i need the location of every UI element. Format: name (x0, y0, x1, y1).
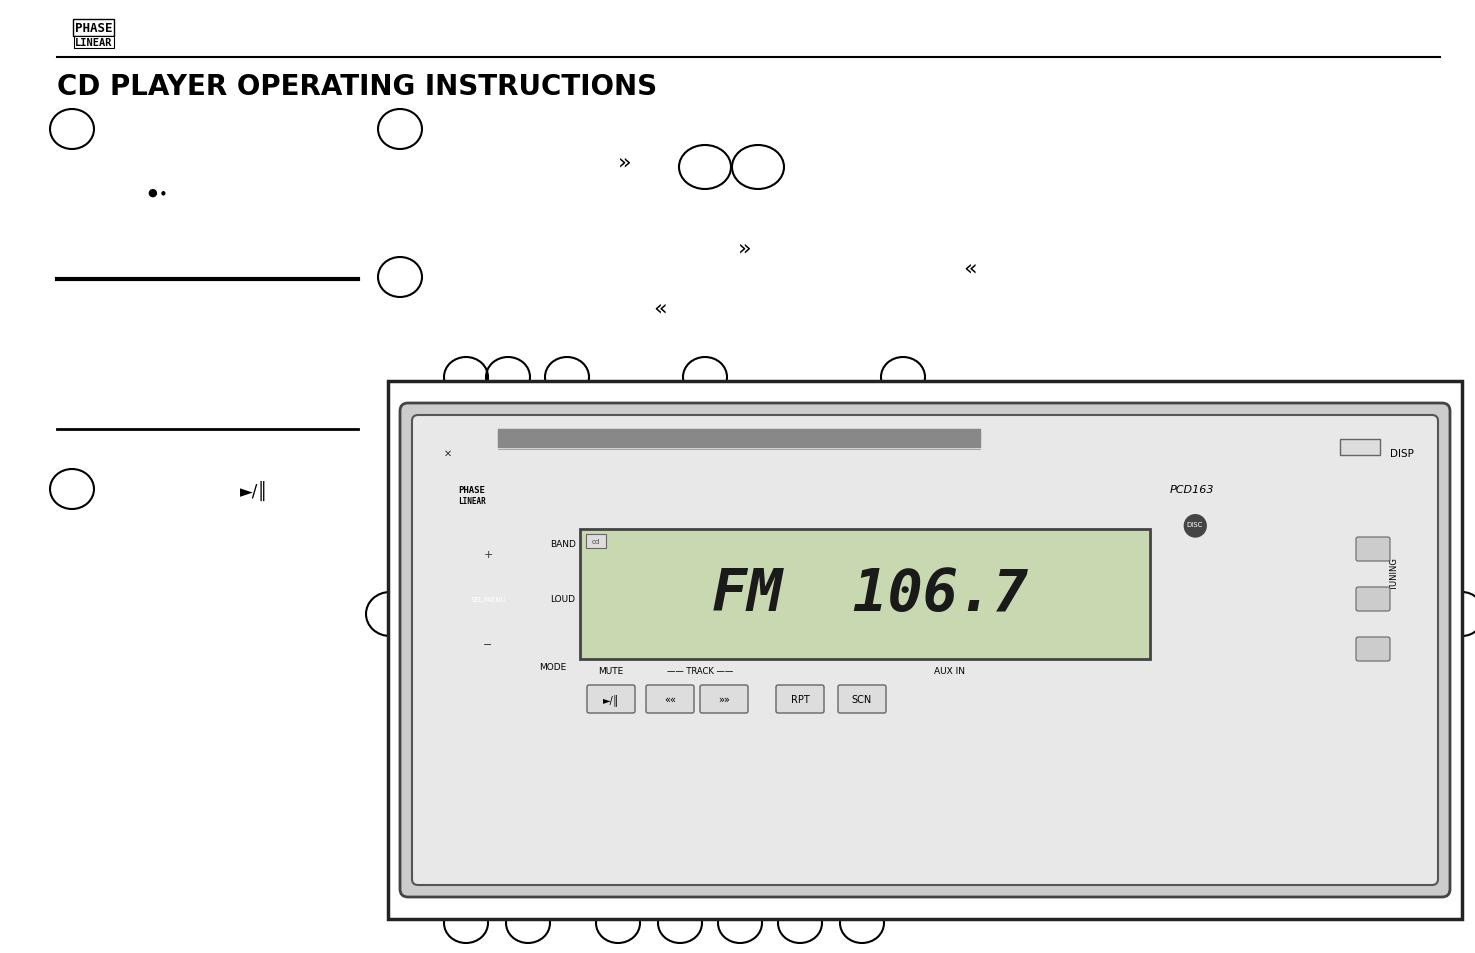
Ellipse shape (1232, 541, 1348, 658)
Text: ✕: ✕ (444, 449, 451, 458)
Text: FM  106.7: FM 106.7 (712, 566, 1028, 623)
FancyBboxPatch shape (1356, 587, 1389, 612)
Text: —— TRACK ——: —— TRACK —— (667, 667, 733, 676)
Ellipse shape (450, 561, 527, 638)
Text: ●: ● (148, 188, 156, 198)
Ellipse shape (437, 547, 540, 651)
Ellipse shape (1270, 579, 1310, 619)
Text: PHASE: PHASE (459, 485, 485, 495)
Text: LOUD: LOUD (550, 595, 575, 604)
Text: TUNING: TUNING (1391, 558, 1400, 591)
FancyBboxPatch shape (400, 403, 1450, 897)
FancyBboxPatch shape (701, 685, 748, 713)
Ellipse shape (906, 692, 919, 706)
Text: »: » (618, 152, 631, 172)
Bar (388, 381, 1462, 919)
Text: PCD163: PCD163 (1170, 484, 1214, 495)
Text: «: « (963, 257, 976, 277)
FancyBboxPatch shape (1356, 638, 1389, 661)
Bar (1339, 439, 1381, 456)
Text: SEL/MENU: SEL/MENU (471, 597, 506, 602)
Text: BAND: BAND (550, 540, 575, 549)
FancyBboxPatch shape (587, 685, 636, 713)
FancyBboxPatch shape (838, 685, 886, 713)
Text: +: + (484, 550, 493, 559)
Text: DISC: DISC (1187, 521, 1204, 527)
Bar (580, 530, 1150, 659)
Text: LINEAR: LINEAR (75, 38, 112, 48)
Text: ««: «« (664, 695, 676, 704)
Text: PHASE: PHASE (75, 22, 112, 35)
Text: CD PLAYER OPERATING INSTRUCTIONS: CD PLAYER OPERATING INSTRUCTIONS (58, 73, 658, 101)
Ellipse shape (1248, 558, 1332, 641)
FancyBboxPatch shape (412, 416, 1438, 885)
Text: SCN: SCN (853, 695, 872, 704)
FancyBboxPatch shape (1356, 537, 1389, 561)
Text: ●: ● (1181, 510, 1208, 539)
Bar (586, 535, 606, 548)
Text: »: » (738, 237, 752, 257)
Text: ►/║: ►/║ (603, 694, 620, 705)
Text: LINEAR: LINEAR (459, 497, 485, 505)
FancyBboxPatch shape (776, 685, 825, 713)
Bar (499, 430, 979, 448)
Text: DISP: DISP (1389, 449, 1415, 458)
Text: ►/║: ►/║ (240, 480, 268, 500)
Text: »»: »» (718, 695, 730, 704)
Ellipse shape (466, 578, 510, 621)
Text: «: « (653, 297, 667, 317)
Text: −: − (484, 639, 493, 649)
Text: ●: ● (161, 191, 165, 195)
Text: RPT: RPT (791, 695, 810, 704)
Text: MODE: MODE (540, 662, 566, 672)
FancyBboxPatch shape (646, 685, 695, 713)
Text: cd: cd (591, 538, 600, 544)
Text: AUX IN: AUX IN (935, 667, 966, 676)
Text: MUTE: MUTE (599, 667, 624, 676)
